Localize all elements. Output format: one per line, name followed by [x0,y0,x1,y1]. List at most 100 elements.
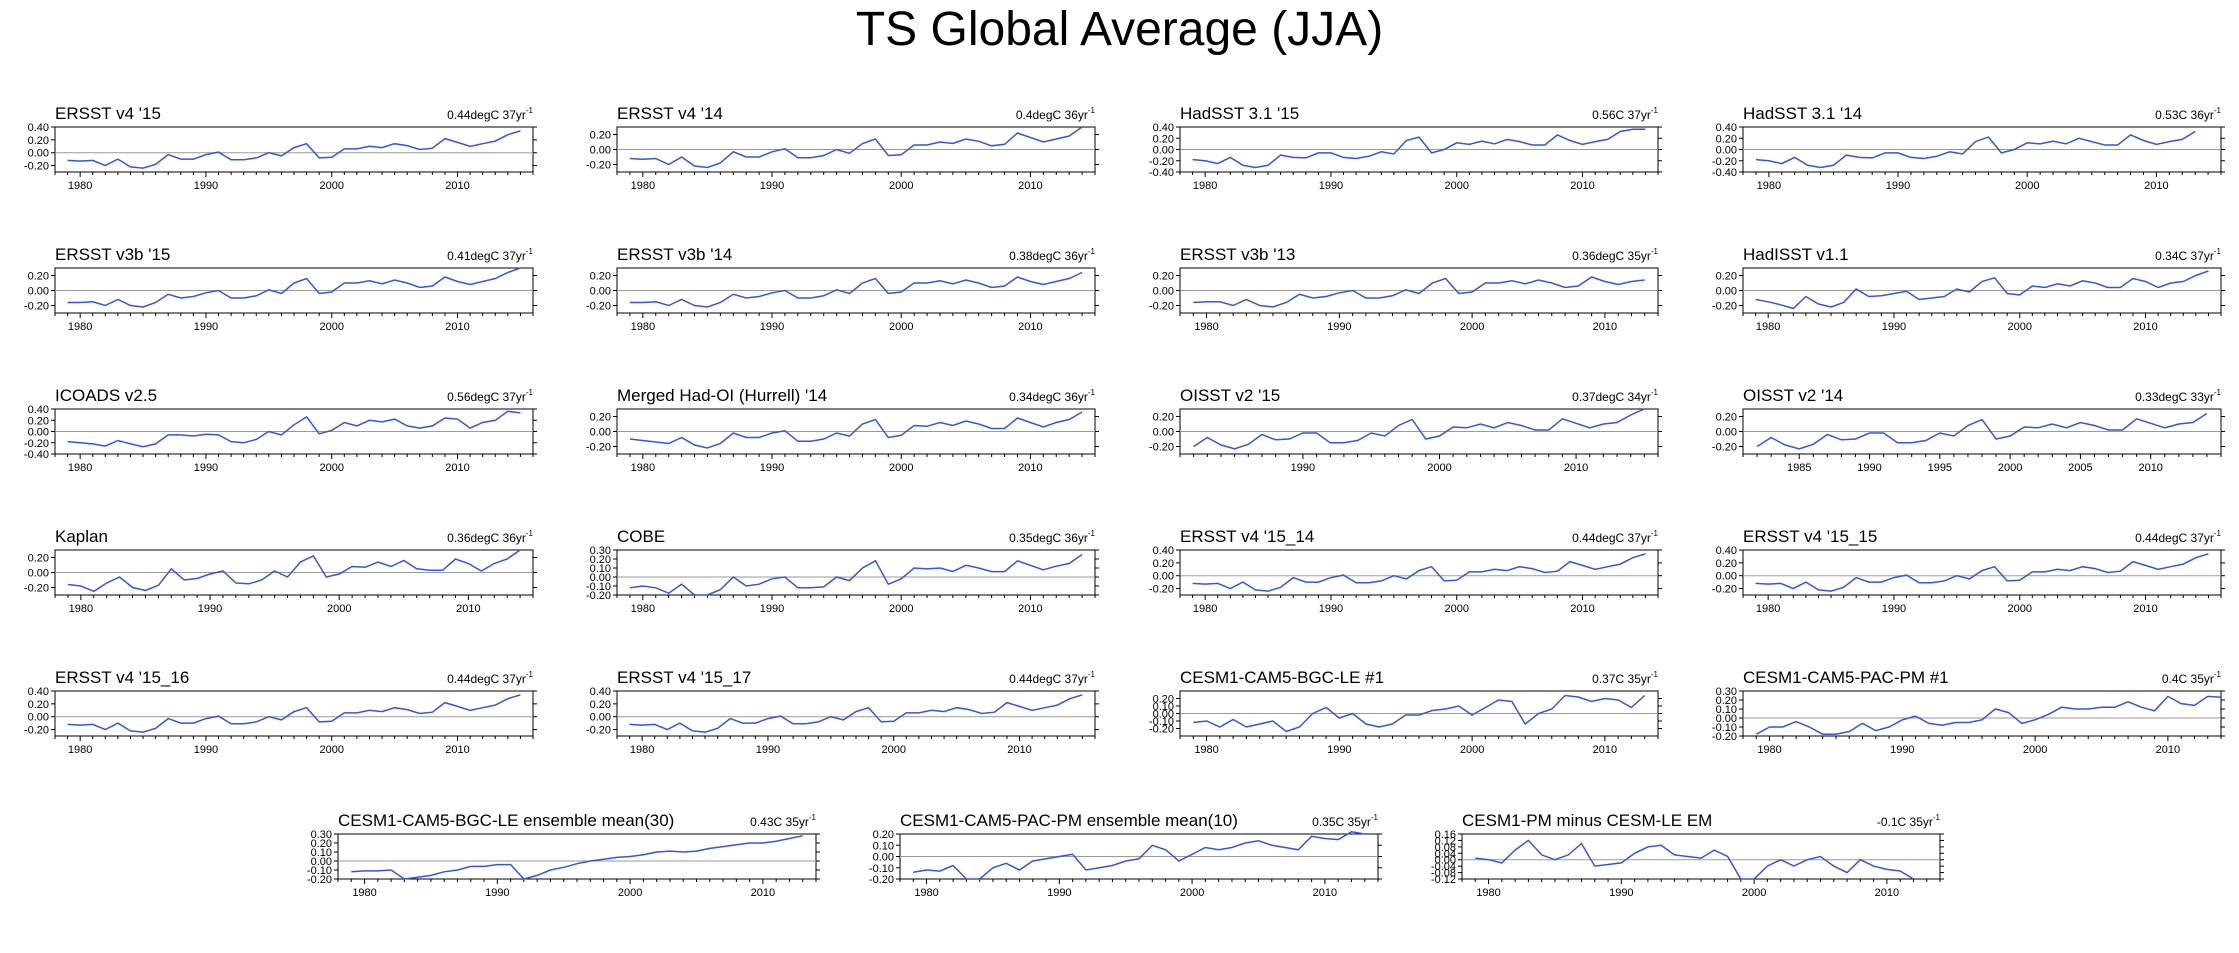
y-tick-label: -0.20 [307,874,332,886]
y-tick-label: -0.20 [1149,156,1174,168]
x-tick-label: 1980 [631,321,655,333]
x-tick-label: 2010 [1564,462,1588,474]
panel-title: CESM1-CAM5-PAC-PM ensemble mean(10) [900,811,1238,830]
x-tick-label: 2000 [889,321,913,333]
y-tick-label: 0.00 [590,145,611,157]
x-tick-label: 1990 [194,321,218,333]
x-tick-label: 2010 [2156,744,2180,756]
panel-trend: 0.43C 35yr-1 [750,813,816,829]
trend-unit: -1 [1933,813,1941,822]
panel-title: ERSST v4 '15_14 [1180,527,1314,546]
panel-trend: 0.44degC 37yr-1 [447,106,533,122]
series-line [67,549,521,593]
y-tick-label: 0.00 [311,856,332,868]
panel-title: ERSST v3b '13 [1180,245,1295,264]
y-tick-label: -0.08 [1431,868,1456,880]
x-tick-label: 1980 [1476,887,1500,899]
y-tick-label: 0.40 [1716,122,1737,134]
x-tick-label: 1990 [1890,744,1914,756]
y-tick-label: 0.20 [590,271,611,283]
x-tick-label: 2000 [2007,321,2031,333]
x-tick-label: 2000 [2023,744,2047,756]
y-tick-label: 0.20 [590,130,611,142]
y-tick-label: 0.30 [311,829,332,841]
y-tick-label: 0.20 [1153,271,1174,283]
y-tick-label: 0.20 [28,553,49,565]
y-tick-label: -0.20 [1149,584,1174,596]
x-tick-label: 2010 [456,603,480,615]
y-tick-label: 0.00 [1716,713,1737,725]
panel-15: ERSST v4 '15_15 0.44degC 37yr-1 0.400.200.… [1712,527,2225,615]
y-tick-label: 0.00 [28,712,49,724]
series-line [67,410,521,448]
panel-14: ERSST v4 '15_14 0.44degC 37yr-1 0.400.200.… [1149,527,1662,615]
panel-trend: -0.1C 35yr-1 [1877,813,1941,829]
y-tick-label: -0.10 [307,865,332,877]
x-tick-label: 2000 [889,603,913,615]
panel-2: HadSST 3.1 '15 0.56C 37yr-10.400.200.00-0… [1149,104,1662,192]
y-tick-label: -0.20 [1712,156,1737,168]
x-tick-label: 2000 [1427,462,1451,474]
y-tick-label: 0.20 [1716,558,1737,570]
x-tick-label: 1990 [756,744,780,756]
x-tick-label: 2000 [1742,887,1766,899]
panel-trend: 0.36degC 36yr-1 [447,529,533,545]
x-tick-label: 1990 [1609,887,1633,899]
plot-frame [616,549,1096,596]
x-tick-label: 1980 [352,887,376,899]
panel-trend: 0.37C 35yr-1 [1592,670,1658,686]
y-tick-label: 0.20 [311,838,332,850]
x-tick-label: 1980 [1757,744,1781,756]
panel-22: CESM1-PM minus CESM-LE EM -0.1C 35yr-1 0.1… [1431,811,1944,899]
y-tick-label: -0.10 [1712,722,1737,734]
y-tick-label: -0.10 [869,863,894,875]
y-tick-label: 0.00 [1153,571,1174,583]
panel-trend: 0.44degC 37yr-1 [447,670,533,686]
y-tick-label: 0.00 [1435,855,1456,867]
y-tick-label: 0.20 [1716,271,1737,283]
x-tick-label: 1980 [1194,321,1218,333]
y-tick-label: 0.20 [28,415,49,427]
y-tick-label: -0.20 [24,438,49,450]
y-tick-label: 0.00 [1716,427,1737,439]
panel-trend: 0.38degC 36yr-1 [1009,247,1095,263]
y-tick-label: 0.00 [590,572,611,584]
x-tick-label: 1990 [760,462,784,474]
y-tick-label: 0.00 [28,568,49,580]
trend-unit: -1 [526,388,534,397]
x-tick-label: 1980 [631,180,655,192]
trend-unit: -1 [526,529,534,538]
x-tick-label: 1980 [630,744,654,756]
y-tick-label: 0.20 [590,699,611,711]
panel-trend: 0.36degC 35yr-1 [1572,247,1658,263]
panel-trend: 0.56degC 37yr-1 [447,388,533,404]
x-tick-label: 2000 [1444,603,1468,615]
y-tick-label: 0.20 [873,829,894,841]
x-tick-label: 1990 [1327,744,1351,756]
x-tick-label: 1990 [194,180,218,192]
series-line [1475,839,1914,880]
x-tick-label: 1990 [760,603,784,615]
y-tick-label: -0.20 [24,301,49,313]
y-tick-label: 0.20 [590,412,611,424]
trend-unit: -1 [1371,813,1379,822]
y-tick-label: 0.20 [1153,412,1174,424]
x-tick-label: 2010 [1875,887,1899,899]
panel-4: ERSST v3b '15 0.41degC 37yr-1 0.20 0.00 -0.2… [24,245,537,333]
y-tick-label: -0.20 [1712,731,1737,743]
y-tick-label: 0.16 [1435,829,1456,841]
x-tick-label: 1990 [1047,887,1071,899]
y-tick-label: 0.30 [590,545,611,557]
trend-unit: -1 [1651,106,1659,115]
panel-16: ERSST v4 '15_16 0.44degC 37yr-1 0.400.200.… [24,668,537,756]
series-line [629,694,1083,733]
x-tick-label: 2010 [1593,744,1617,756]
x-tick-label: 2010 [1018,462,1042,474]
panel-11: OISST v2 '14 0.33degC 33yr-1 0.20 0.00 -0.20… [1712,386,2225,474]
panel-trend: 0.34degC 36yr-1 [1009,388,1095,404]
panel-9: Merged Had-OI (Hurrell) '14 0.34degC 36yr… [586,386,1099,474]
trend-unit: -1 [2214,670,2222,679]
x-tick-label: 2010 [1570,603,1594,615]
panel-trend: 0.34C 37yr-1 [2155,247,2221,263]
